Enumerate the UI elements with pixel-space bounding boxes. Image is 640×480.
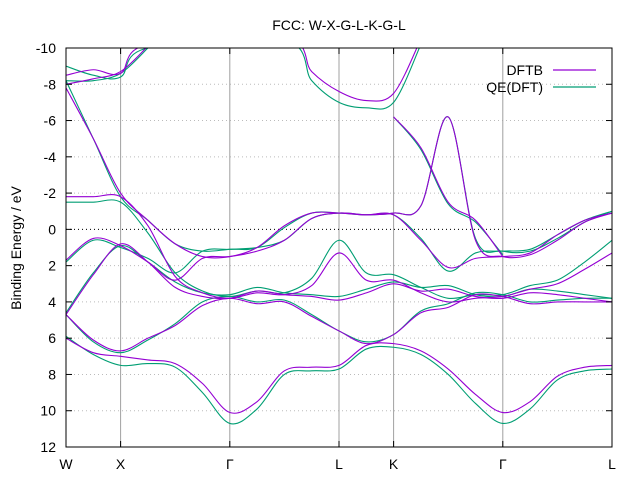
y-tick-label: 6 (48, 330, 56, 346)
axes: -10 -8 -6 -4 -2 0 2 4 6 8 10 12W X Γ L K Γ L (36, 40, 616, 472)
band-line (393, 116, 504, 257)
band-line (66, 199, 612, 300)
series-layer (66, 48, 612, 425)
chart-title: FCC: W-X-G-L-K-G-L (272, 17, 406, 33)
x-tick-label: L (335, 456, 343, 472)
band-line (66, 243, 612, 315)
y-tick-label: 2 (48, 258, 56, 274)
y-tick-label: 8 (48, 366, 56, 382)
y-tick-label: 0 (48, 221, 56, 237)
series-dftb (66, 48, 612, 414)
x-tick-label: Γ (226, 456, 234, 472)
band-line (66, 293, 612, 352)
y-tick-label: 12 (40, 439, 56, 455)
y-tick-label: -2 (44, 185, 57, 201)
band-line (66, 337, 612, 414)
y-tick-label: -4 (44, 149, 57, 165)
band-line (66, 335, 612, 425)
y-tick-label: -8 (44, 76, 57, 92)
x-tick-label: X (116, 456, 126, 472)
x-tick-label: L (608, 456, 616, 472)
band-line (66, 48, 147, 85)
y-tick-label: 10 (40, 403, 56, 419)
legend-label-dftb: DFTB (506, 62, 543, 78)
grid (66, 48, 612, 447)
y-tick-label: -6 (44, 113, 57, 129)
y-tick-label: -10 (36, 40, 56, 56)
y-tick-label: 4 (48, 294, 56, 310)
x-tick-label: W (59, 456, 73, 472)
band-line (66, 194, 612, 303)
x-tick-label: K (389, 456, 399, 472)
band-line (66, 48, 149, 82)
legend-label-qe-dft: QE(DFT) (486, 79, 543, 95)
band-line (66, 87, 612, 259)
band-line (66, 48, 418, 102)
band-line (66, 48, 420, 110)
y-axis-label: Binding Energy / eV (8, 185, 24, 309)
x-tick-label: Γ (499, 456, 507, 472)
